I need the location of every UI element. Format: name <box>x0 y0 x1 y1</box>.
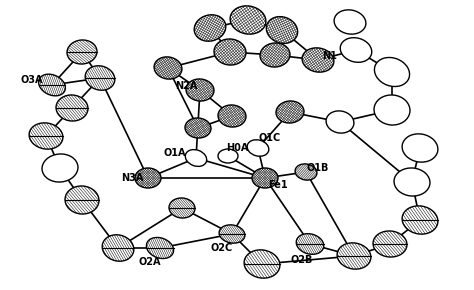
Ellipse shape <box>326 111 354 133</box>
Text: O1C: O1C <box>259 133 281 143</box>
Ellipse shape <box>374 95 410 125</box>
Ellipse shape <box>402 134 438 162</box>
Ellipse shape <box>214 39 246 65</box>
Ellipse shape <box>42 154 78 182</box>
Ellipse shape <box>374 57 410 86</box>
Ellipse shape <box>373 231 407 257</box>
Ellipse shape <box>65 186 99 214</box>
Text: H0A: H0A <box>226 143 248 153</box>
Ellipse shape <box>56 95 88 121</box>
Ellipse shape <box>38 74 65 96</box>
Text: O1B: O1B <box>307 163 329 173</box>
Text: O2B: O2B <box>291 255 313 265</box>
Text: N2A: N2A <box>175 81 197 91</box>
Ellipse shape <box>85 66 115 90</box>
Ellipse shape <box>252 168 278 188</box>
Ellipse shape <box>67 40 97 64</box>
Ellipse shape <box>230 6 266 34</box>
Ellipse shape <box>29 123 63 149</box>
Ellipse shape <box>169 198 195 218</box>
Text: N1: N1 <box>323 51 337 61</box>
Ellipse shape <box>146 238 173 259</box>
Ellipse shape <box>266 17 298 44</box>
Text: O2A: O2A <box>139 257 161 267</box>
Ellipse shape <box>296 234 324 254</box>
Ellipse shape <box>247 140 269 156</box>
Ellipse shape <box>340 38 372 62</box>
Ellipse shape <box>244 250 280 278</box>
Ellipse shape <box>334 10 366 34</box>
Ellipse shape <box>185 150 207 166</box>
Ellipse shape <box>218 149 238 163</box>
Ellipse shape <box>219 225 245 243</box>
Ellipse shape <box>295 164 317 180</box>
Ellipse shape <box>302 48 334 72</box>
Ellipse shape <box>218 105 246 127</box>
Text: O2C: O2C <box>211 243 233 253</box>
Ellipse shape <box>394 168 430 196</box>
Text: N3A: N3A <box>121 173 143 183</box>
Ellipse shape <box>194 15 226 41</box>
Ellipse shape <box>337 243 371 269</box>
Ellipse shape <box>185 118 211 138</box>
Text: O1A: O1A <box>164 148 186 158</box>
Ellipse shape <box>154 57 182 79</box>
Text: O3A: O3A <box>21 75 43 85</box>
Ellipse shape <box>186 79 214 101</box>
Text: Fe1: Fe1 <box>268 180 288 190</box>
Ellipse shape <box>402 206 438 234</box>
Ellipse shape <box>135 168 161 188</box>
Ellipse shape <box>102 235 134 261</box>
Ellipse shape <box>276 101 304 123</box>
Ellipse shape <box>260 43 290 67</box>
